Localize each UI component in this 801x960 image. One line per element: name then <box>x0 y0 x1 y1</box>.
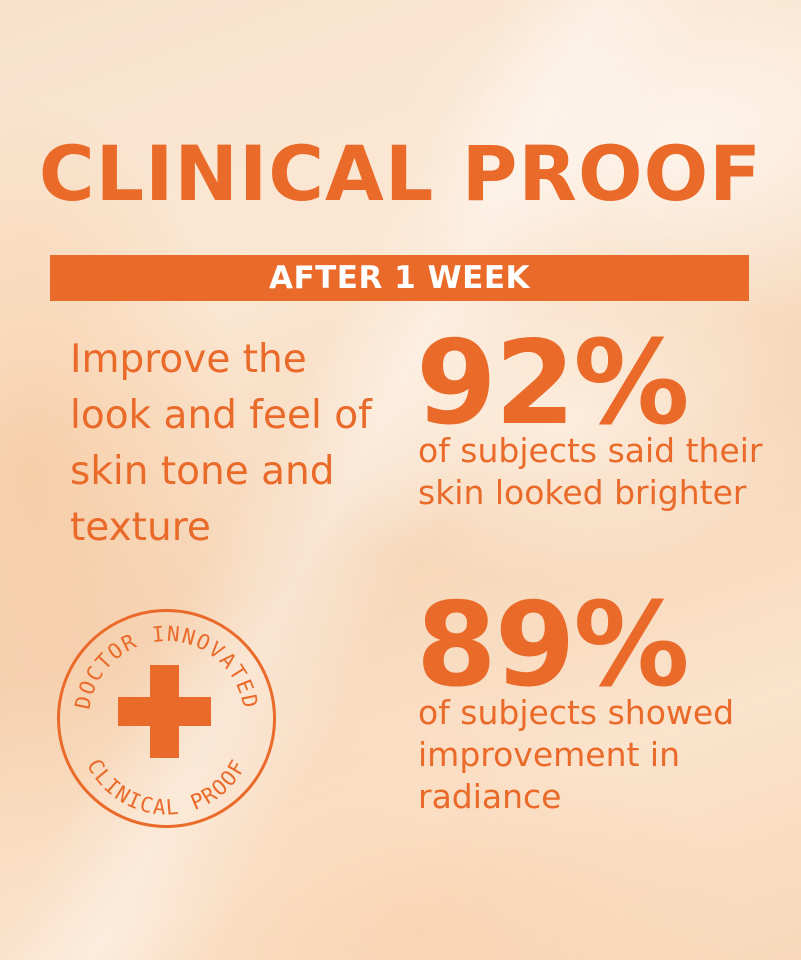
doctor-innovated-badge: DOCTOR INNOVATED CLINICAL PROOF <box>54 606 279 831</box>
plus-cross-icon <box>118 665 211 758</box>
stat-value-radiance: 89% <box>416 578 690 713</box>
badge-seal: DOCTOR INNOVATED CLINICAL PROOF <box>57 609 276 828</box>
timeframe-banner: AFTER 1 WEEK <box>50 255 749 301</box>
product-claim: Improve the look and feel of skin tone a… <box>70 337 372 550</box>
page-title: CLINICAL PROOF <box>38 129 763 218</box>
timeframe-label: AFTER 1 WEEK <box>268 260 531 296</box>
stat-description-radiance: of subjects showed improvement in radian… <box>418 693 735 816</box>
badge-ring <box>57 609 276 828</box>
stat-description-brighter: of subjects said their skin looked brigh… <box>418 431 763 512</box>
stat-value-brighter: 92% <box>416 316 690 451</box>
